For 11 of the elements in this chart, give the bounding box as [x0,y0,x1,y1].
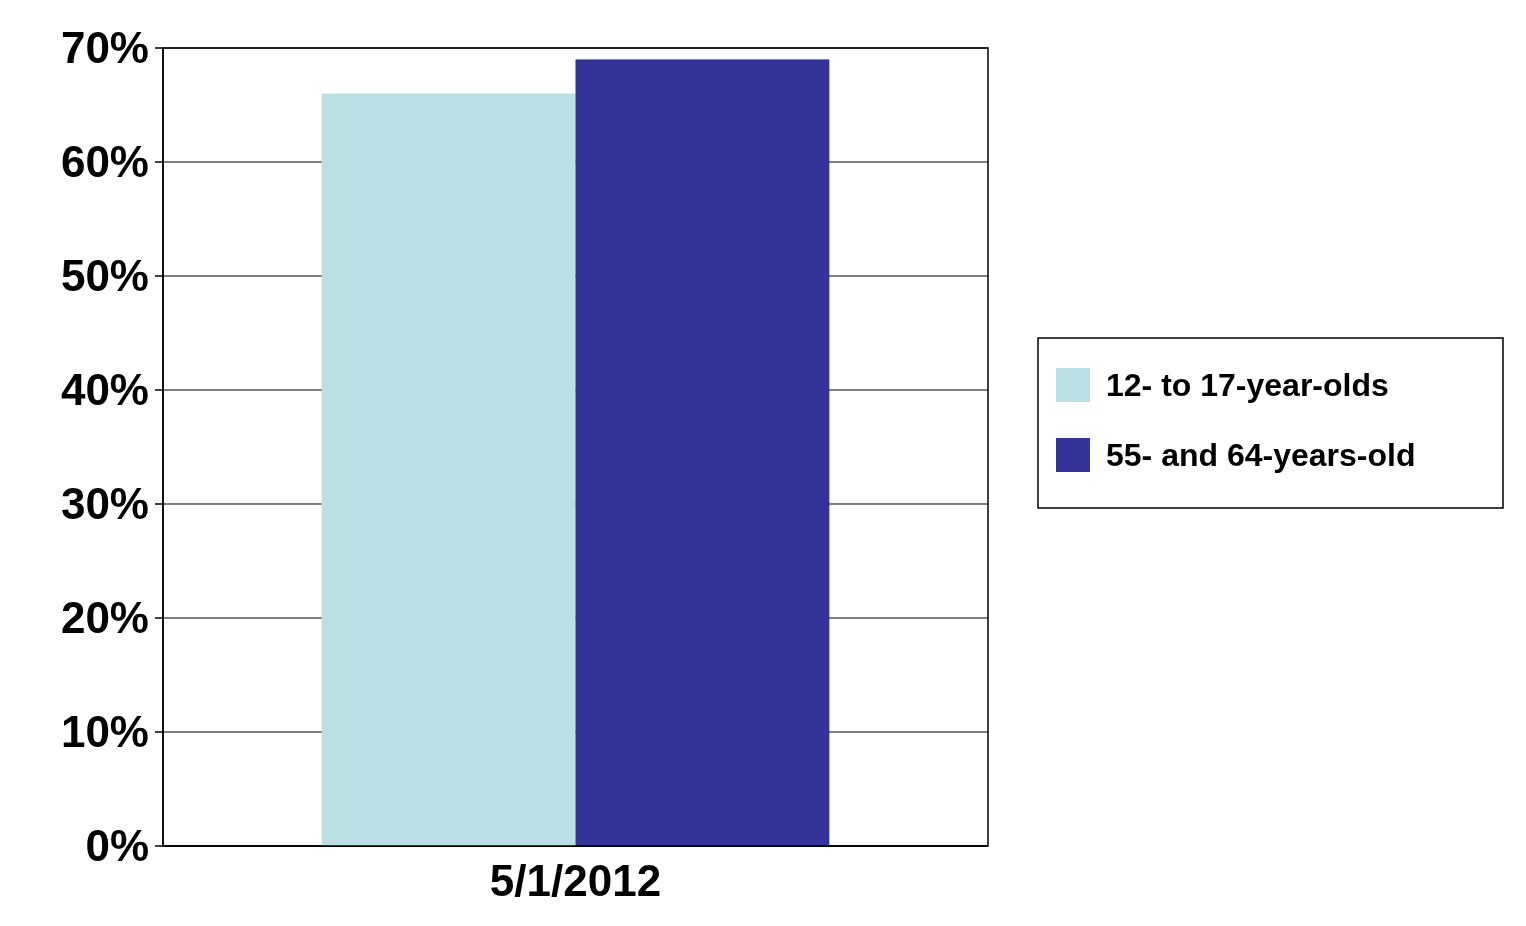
y-tick-label: 0% [85,821,149,871]
x-tick-label: 5/1/2012 [489,856,662,905]
y-tick-label: 40% [60,365,149,415]
y-tick-label: 50% [60,251,149,301]
y-tick-label: 30% [60,479,149,529]
y-tick-label: 10% [60,707,149,757]
y-tick-label: 60% [60,137,149,187]
y-tick-label: 70% [60,23,149,73]
legend-label: 55- and 64-years-old [1106,437,1416,474]
y-tick-label: 20% [60,593,149,643]
legend-label: 12- to 17-year-olds [1106,367,1389,404]
